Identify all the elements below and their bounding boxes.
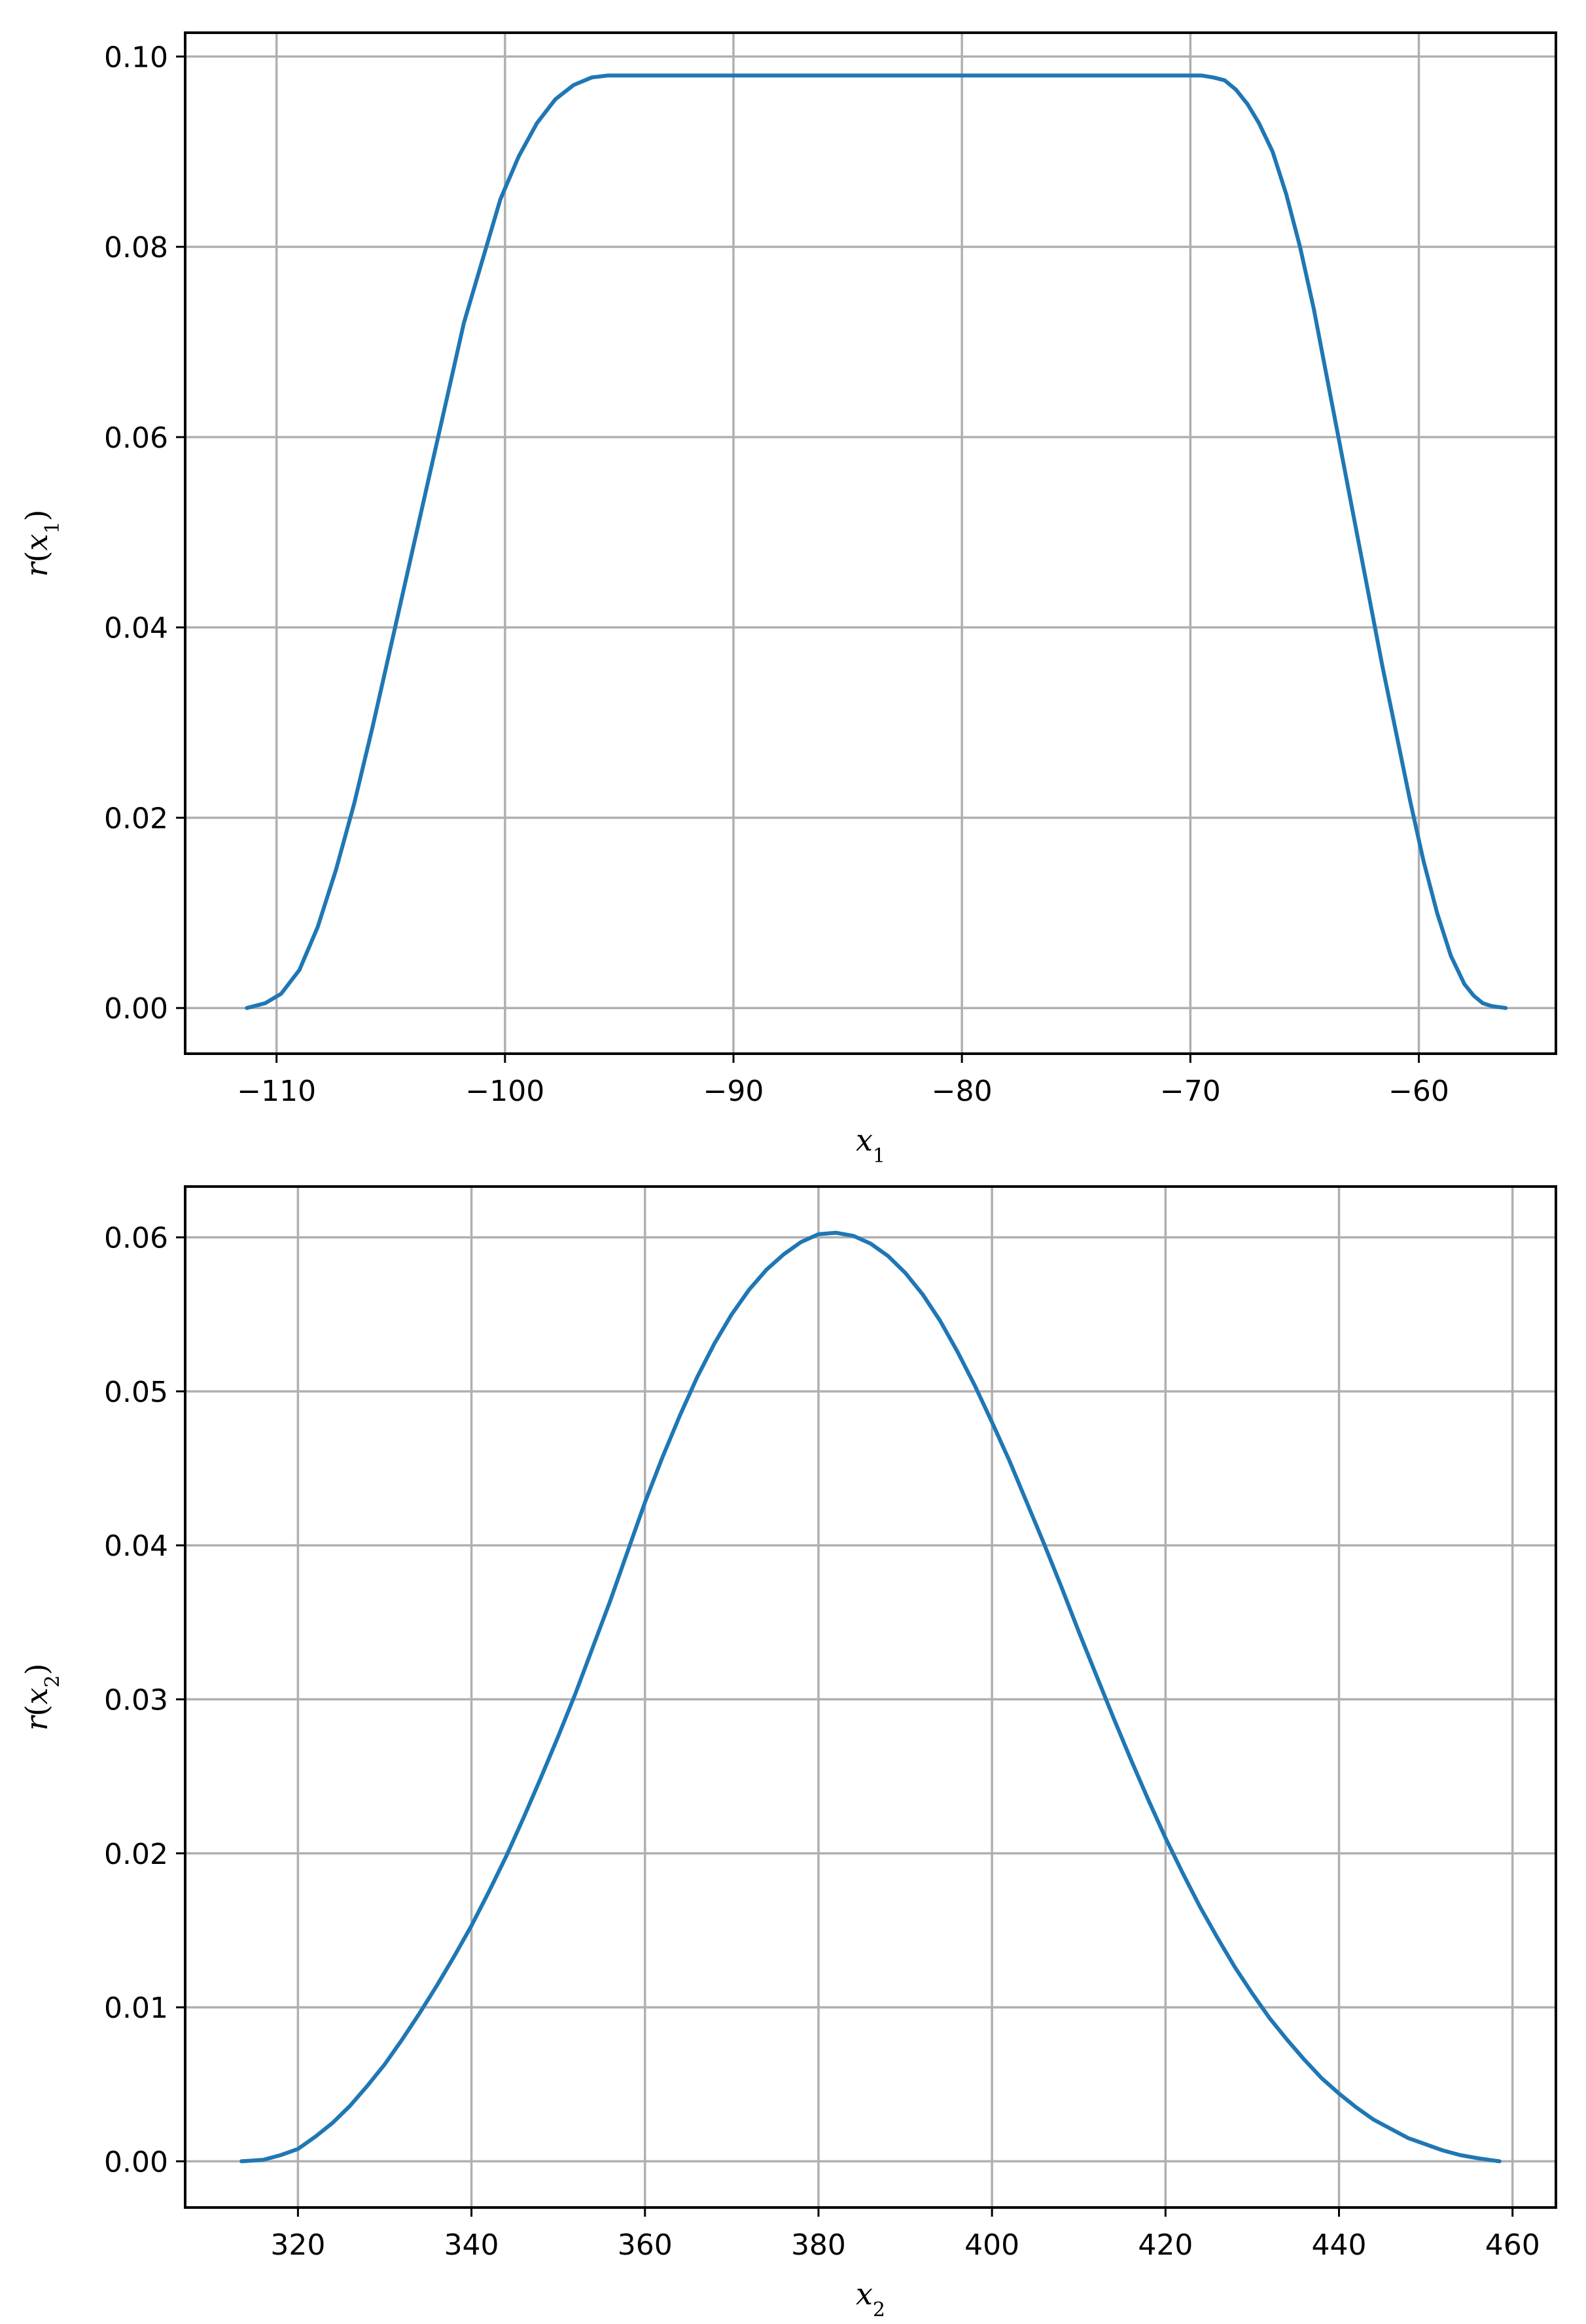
y-tick-label: 0.01	[104, 1992, 168, 2025]
chart-panel-2: 320 340 360 380 400 420 440 460 0.00 0.01 0.02 0.03…	[19, 1185, 1557, 2321]
x-tick-label: 380	[791, 2228, 846, 2262]
y-tick-label: 0.10	[104, 41, 168, 74]
y-tick-label: 0.05	[104, 1376, 168, 1409]
y-tick-label: 0.04	[104, 1529, 168, 1563]
y-tick-label: 0.03	[104, 1684, 168, 1717]
x-tick-label: 360	[618, 2228, 673, 2262]
chart-panel-1: −110 −100 −90 −80 −70 −60 0.00 0.02 0.04 0.06 0.08…	[19, 31, 1557, 1168]
x-tick-label: 460	[1485, 2228, 1540, 2262]
x-tick-label: −110	[237, 1075, 316, 1108]
x-tick-label: −60	[1388, 1075, 1449, 1108]
x-tick-label: −90	[703, 1075, 764, 1108]
y-tick-label: 0.02	[104, 802, 168, 835]
y-tick-label: 0.06	[104, 1222, 168, 1255]
x-tick-label: 440	[1312, 2228, 1367, 2262]
y-tick-label: 0.00	[104, 992, 168, 1026]
x-tick-label: −70	[1160, 1075, 1221, 1108]
y-axis-label-1: r(x1)	[19, 510, 64, 577]
x-tick-label: 340	[444, 2228, 499, 2262]
y-tick-label: 0.08	[104, 231, 168, 264]
x-tick-label: 420	[1138, 2228, 1193, 2262]
plot-frame-1	[184, 31, 1557, 1055]
y-tick-label: 0.04	[104, 612, 168, 645]
x-axis-label-2: x2	[856, 2276, 885, 2321]
y-tick-label: 0.02	[104, 1838, 168, 1871]
x-tick-label: 400	[964, 2228, 1019, 2262]
y-tick-label: 0.00	[104, 2145, 168, 2179]
x-tick-label: −100	[465, 1075, 544, 1108]
series-line-1	[245, 73, 1508, 1010]
x-tick-label: −80	[932, 1075, 993, 1108]
series-line-2	[239, 1230, 1502, 2164]
y-axis-label-2: r(x2)	[19, 1664, 64, 1731]
y-tick-label: 0.06	[104, 421, 168, 455]
x-axis-label-1: x1	[856, 1122, 885, 1168]
plot-frame-2	[184, 1185, 1557, 2209]
x-tick-label: 320	[270, 2228, 325, 2262]
